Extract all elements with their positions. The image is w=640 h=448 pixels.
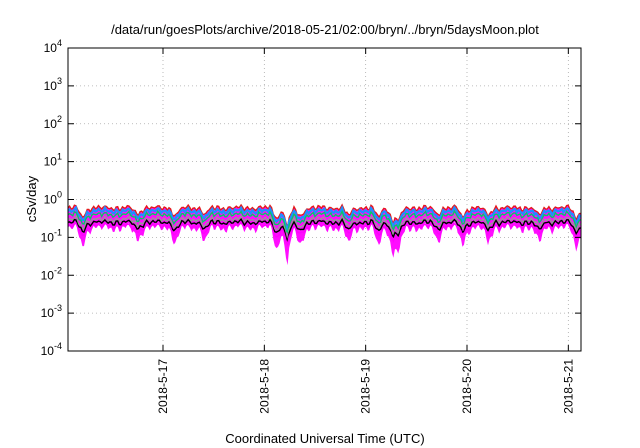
chart-title: /data/run/goesPlots/archive/2018-05-21/0… (111, 22, 539, 37)
series-line (67, 203, 582, 231)
x-tick-label: 2018-5-17 (156, 359, 170, 414)
grid-layer (68, 48, 581, 351)
x-tick-label: 2018-5-19 (359, 359, 373, 414)
series-layer (67, 203, 582, 266)
x-tick-label: 2018-5-21 (561, 359, 575, 414)
y-tick-label: 104 (44, 38, 62, 55)
series-line (67, 209, 582, 235)
tick-label-layer: 10-4 10-3 10-2 10-1 100 101 102 103 104 2018-5-17… (41, 38, 576, 414)
series-line (67, 217, 582, 245)
series-line (67, 214, 582, 241)
y-tick-label: 10-4 (41, 341, 62, 358)
y-tick-label: 101 (44, 152, 62, 169)
series-line (67, 221, 582, 247)
y-tick-label: 103 (44, 76, 62, 93)
x-tick-label: 2018-5-20 (460, 359, 474, 414)
y-tick-label: 102 (44, 114, 62, 131)
y-axis-label: cSv/day (24, 175, 39, 222)
series-line (67, 205, 582, 233)
series-fill (68, 205, 581, 266)
x-axis-label: Coordinated Universal Time (UTC) (225, 431, 424, 446)
y-tick-label: 10-2 (41, 265, 62, 282)
y-tick-label: 10-1 (41, 227, 62, 244)
x-tick-label: 2018-5-18 (257, 359, 271, 414)
y-tick-label: 100 (44, 190, 62, 207)
y-tick-label: 10-3 (41, 303, 62, 320)
tick-layer (68, 47, 581, 352)
